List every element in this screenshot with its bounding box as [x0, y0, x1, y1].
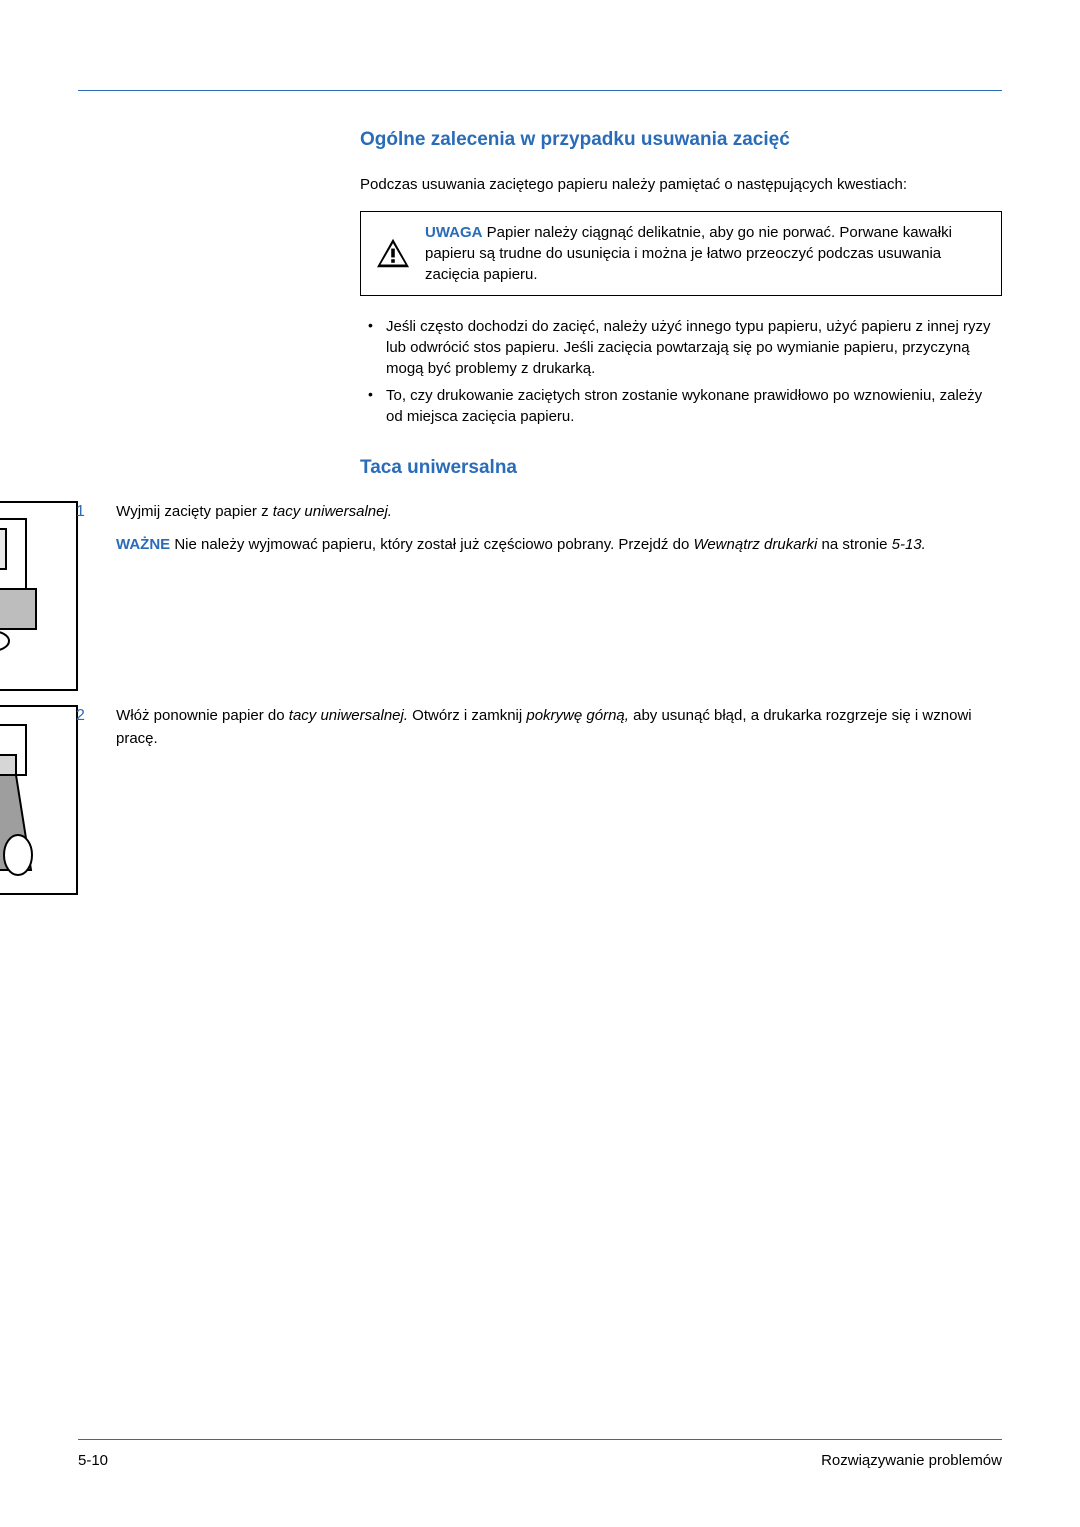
- step-2-text-b-italic: pokrywę górną,: [526, 707, 629, 724]
- important-pageref: 5-13.: [892, 536, 926, 553]
- step-1-number: 1: [96, 501, 112, 523]
- warning-label: UWAGA: [425, 224, 483, 241]
- step-2-text-a: Włóż ponownie papier do: [116, 707, 289, 724]
- step-1-text-italic: tacy uniwersalnej.: [273, 503, 392, 520]
- warning-box: UWAGA Papier należy ciągnąć delikatnie, …: [360, 211, 1002, 296]
- step-2-body: 2 Włóż ponownie papier do tacy uniwersal…: [96, 705, 1002, 895]
- step-2-row: 2 Włóż ponownie papier do tacy uniwersal…: [0, 705, 1002, 895]
- step-2-image: [0, 705, 78, 895]
- main-content: Ogólne zalecenia w przypadku usuwania za…: [78, 127, 1002, 481]
- bullet-item: Jeśli często dochodzi do zacięć, należy …: [360, 316, 1002, 379]
- important-text-b: na stronie: [817, 536, 891, 553]
- warning-icon: [375, 237, 411, 269]
- chapter-title: Rozwiązywanie problemów: [821, 1450, 1002, 1471]
- step-1-image: [0, 501, 78, 691]
- important-text-a: Nie należy wyjmować papieru, który zosta…: [170, 536, 693, 553]
- heading-general: Ogólne zalecenia w przypadku usuwania za…: [360, 127, 1002, 154]
- important-italic: Wewnątrz drukarki: [693, 536, 817, 553]
- step-2-text-b: Otwórz i zamknij: [408, 707, 526, 724]
- important-label: WAŻNE: [116, 536, 170, 553]
- page-footer: 5-10 Rozwiązywanie problemów: [78, 1439, 1002, 1471]
- step-2-number: 2: [96, 705, 112, 727]
- bullet-list: Jeśli często dochodzi do zacięć, należy …: [360, 316, 1002, 427]
- bottom-rule: [78, 1439, 1002, 1440]
- heading-tray: Taca uniwersalna: [360, 455, 1002, 482]
- page-number: 5-10: [78, 1450, 108, 1471]
- step-1-body: 1 Wyjmij zacięty papier z tacy uniwersal…: [96, 501, 1002, 691]
- printer-remove-icon: [0, 511, 56, 681]
- step-1-text-a: Wyjmij zacięty papier z: [116, 503, 273, 520]
- warning-body: Papier należy ciągnąć delikatnie, aby go…: [425, 224, 952, 283]
- warning-text: UWAGA Papier należy ciągnąć delikatnie, …: [425, 222, 987, 285]
- step-2-text-a-italic: tacy uniwersalnej.: [289, 707, 408, 724]
- bullet-item: To, czy drukowanie zaciętych stron zosta…: [360, 385, 1002, 427]
- top-rule: [78, 90, 1002, 91]
- intro-text: Podczas usuwania zaciętego papieru należ…: [360, 174, 1002, 195]
- printer-insert-icon: [0, 715, 56, 885]
- steps-container: 1 Wyjmij zacięty papier z tacy uniwersal…: [0, 501, 1002, 895]
- step-1-row: 1 Wyjmij zacięty papier z tacy uniwersal…: [0, 501, 1002, 691]
